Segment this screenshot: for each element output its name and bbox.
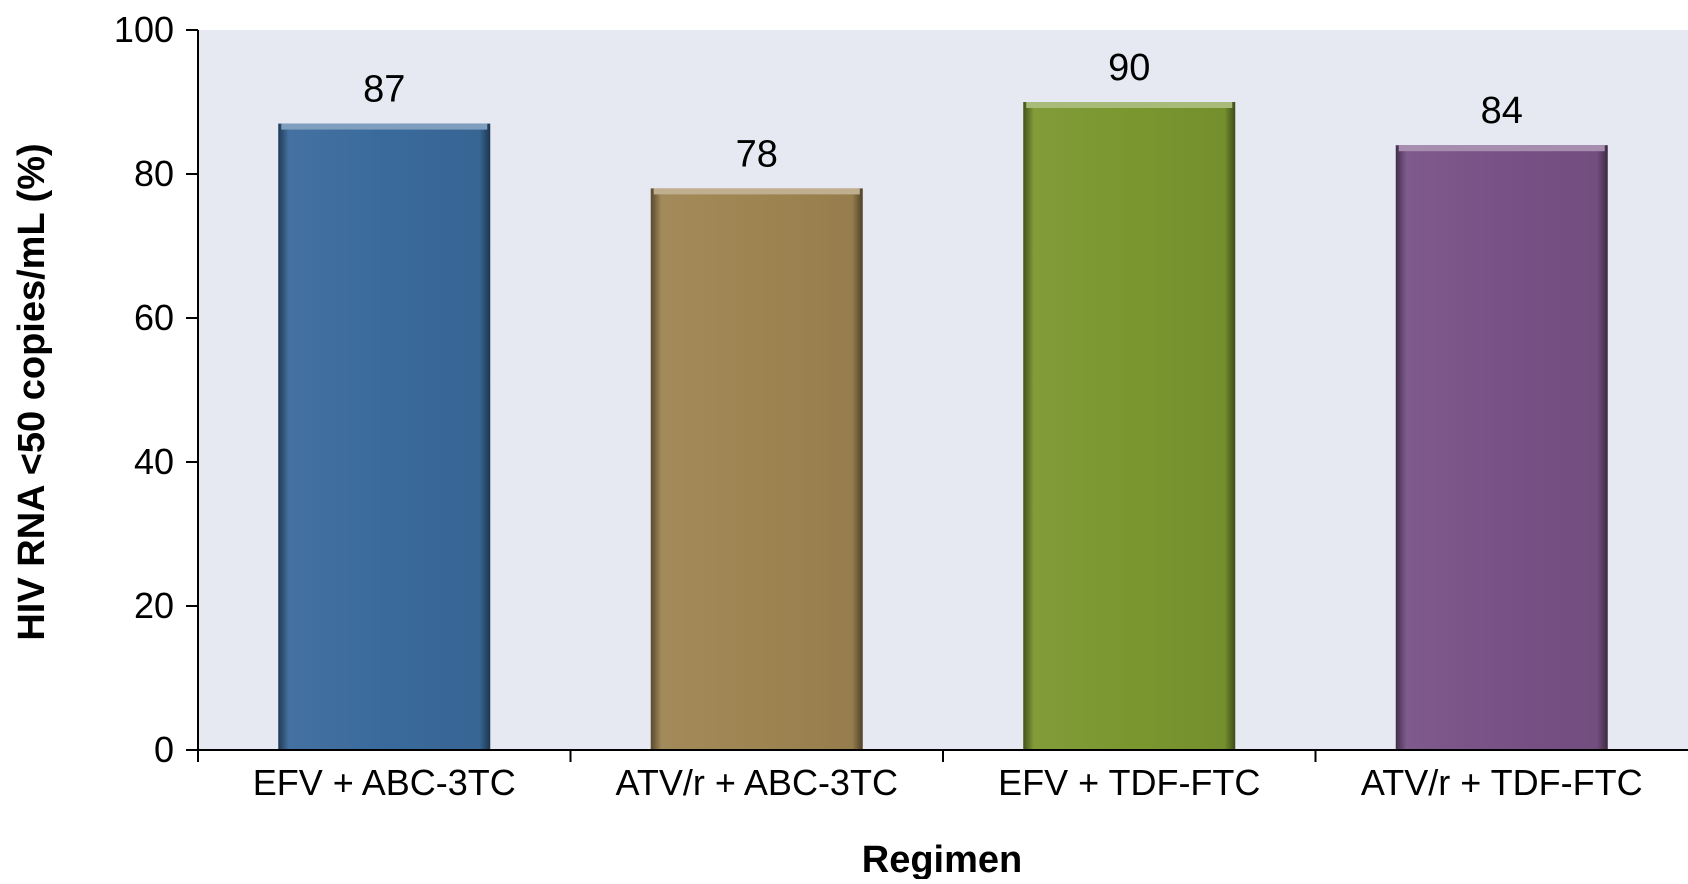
bar-group <box>1023 102 1236 750</box>
bar-group <box>1395 145 1608 750</box>
data-labels: 87 78 90 84 <box>363 47 1523 175</box>
bar-top-highlight <box>281 123 488 130</box>
bar <box>1023 102 1236 750</box>
bar <box>1395 145 1608 750</box>
bar-top-highlight <box>653 188 860 195</box>
bars <box>278 102 1608 751</box>
x-category-label: ATV/r + TDF-FTC <box>1361 762 1643 803</box>
y-tick-label: 20 <box>134 585 174 626</box>
y-tick-label: 80 <box>134 153 174 194</box>
bar-group <box>650 188 863 750</box>
x-axis-title: Regimen <box>862 839 1022 879</box>
data-label: 84 <box>1481 90 1523 132</box>
y-tick-label: 0 <box>154 729 174 770</box>
bar-top-highlight <box>1026 102 1233 108</box>
x-category-label: EFV + TDF-FTC <box>998 762 1260 803</box>
bar <box>278 123 491 751</box>
x-category-label: EFV + ABC-3TC <box>253 762 516 803</box>
bar-top-highlight <box>1398 145 1605 152</box>
data-label: 90 <box>1108 47 1150 89</box>
y-tick-label: 100 <box>114 9 174 50</box>
y-tick-label: 60 <box>134 297 174 338</box>
data-label: 78 <box>736 133 778 175</box>
y-tick-label: 40 <box>134 441 174 482</box>
x-category-label: ATV/r + ABC-3TC <box>616 762 898 803</box>
y-ticks: 0 20 40 60 80 100 <box>114 9 198 770</box>
data-label: 87 <box>363 69 405 111</box>
x-categories: EFV + ABC-3TC ATV/r + ABC-3TC EFV + TDF-FT… <box>197 750 1643 803</box>
y-axis-title: HIV RNA <50 copies/mL (%) <box>11 143 53 640</box>
bar <box>650 188 863 750</box>
bar-group <box>278 123 491 751</box>
